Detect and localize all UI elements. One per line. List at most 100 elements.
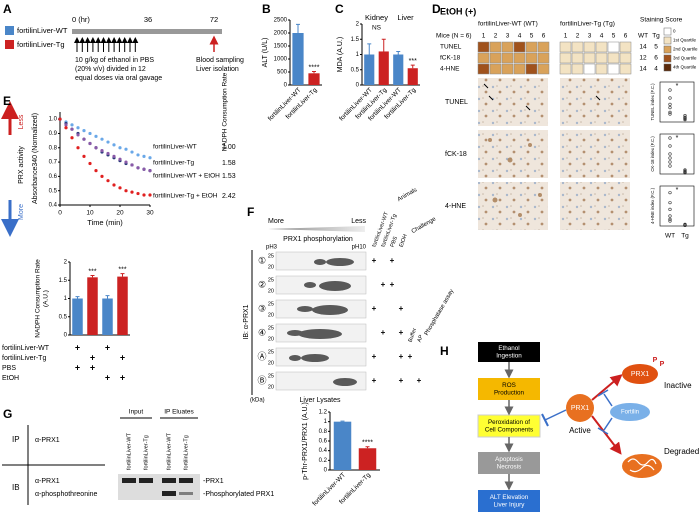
label: Mice (N = 6) bbox=[436, 33, 472, 40]
significance: *** bbox=[88, 268, 96, 275]
y-tick-label: 0.4 bbox=[49, 203, 58, 209]
score-cell bbox=[595, 52, 608, 64]
score-cell bbox=[607, 41, 620, 53]
bar bbox=[333, 421, 352, 470]
condition-mark: + bbox=[120, 372, 125, 382]
error-bar bbox=[410, 64, 415, 69]
y-axis-label: p-Thr-PRX1/PRX1 (A.U.) bbox=[302, 402, 309, 480]
flow-step: Peroxidation of bbox=[488, 419, 530, 426]
error-bar bbox=[365, 446, 370, 449]
label: 25 bbox=[268, 277, 274, 283]
plot-frame bbox=[659, 185, 695, 227]
row-label: TUNEL bbox=[440, 44, 462, 51]
lane-label: fortilinLiver-Tg bbox=[183, 435, 189, 470]
legend-label: 4th Quartile bbox=[673, 65, 697, 70]
panel-label: D bbox=[432, 2, 441, 16]
point bbox=[130, 163, 134, 167]
legend-swatch bbox=[663, 45, 672, 54]
series-label: fortilinLiver-Tg + EtOH bbox=[153, 193, 218, 200]
y-tick-label: 1500 bbox=[274, 44, 288, 50]
error-bar bbox=[367, 43, 372, 55]
label: PRX activity bbox=[18, 146, 25, 184]
point bbox=[124, 189, 128, 193]
score: 6 bbox=[654, 55, 658, 62]
significance: * bbox=[676, 187, 679, 194]
point bbox=[668, 136, 672, 140]
y-tick-label: 0.2 bbox=[319, 458, 328, 464]
condition-mark: + bbox=[399, 352, 404, 361]
label: 20 bbox=[268, 384, 274, 390]
y-axis-label: 4-HNE index (F.C.) bbox=[650, 187, 655, 224]
label: 20 bbox=[268, 336, 274, 342]
label: Staining Score bbox=[640, 17, 683, 24]
bar bbox=[358, 448, 377, 470]
plot-frame bbox=[659, 133, 695, 175]
lane-number: ① bbox=[258, 255, 266, 265]
score-cell bbox=[501, 52, 514, 64]
y-axis-label: NADPH Consumption Rate bbox=[35, 259, 42, 338]
point bbox=[94, 146, 98, 150]
flow-step: Cell Components bbox=[485, 426, 533, 433]
score: 5 bbox=[654, 44, 658, 51]
label: 20 bbox=[268, 288, 274, 294]
significance: NS bbox=[372, 25, 382, 32]
point bbox=[58, 117, 62, 121]
score-cell bbox=[583, 41, 596, 53]
label: 25 bbox=[268, 349, 274, 355]
point bbox=[668, 96, 672, 100]
label: 5 bbox=[612, 33, 616, 40]
condition-mark: + bbox=[105, 342, 110, 352]
label: 4 bbox=[518, 33, 522, 40]
point bbox=[136, 191, 140, 196]
score-cell bbox=[559, 41, 572, 53]
row-label: 4-HNE bbox=[440, 66, 460, 73]
condition-label: PBS bbox=[2, 365, 16, 372]
significance: * bbox=[676, 83, 679, 90]
score: 12 bbox=[639, 55, 647, 62]
x-tick-label: 10 bbox=[86, 210, 94, 217]
point bbox=[668, 214, 672, 218]
column-label: AP bbox=[417, 334, 425, 343]
panel-label: H bbox=[440, 344, 449, 358]
label: Liver isolation bbox=[196, 66, 239, 73]
y-axis-label: MDA (A.U.) bbox=[337, 37, 344, 72]
score-cell bbox=[595, 63, 608, 75]
lane-number: ② bbox=[258, 279, 266, 289]
label: 6 bbox=[624, 33, 628, 40]
legend-label: fortilinLiver-WT bbox=[17, 26, 68, 35]
score: 14 bbox=[639, 44, 647, 51]
label: 2 bbox=[576, 33, 580, 40]
lane-label: fortilinLiver-WT bbox=[126, 432, 132, 470]
point bbox=[76, 133, 80, 137]
label: 6 bbox=[542, 33, 546, 40]
row-label: 4-HNE bbox=[445, 203, 466, 210]
legend-label: 1st Quartile bbox=[673, 38, 697, 43]
point bbox=[668, 219, 672, 223]
group-label: Kidney bbox=[365, 13, 388, 22]
score-cell bbox=[583, 63, 596, 75]
score-cell bbox=[489, 52, 502, 64]
label: EtOH (+) bbox=[440, 6, 476, 16]
label: 3 bbox=[588, 33, 592, 40]
y-axis-label: Absorbance340 (Normalized) bbox=[32, 113, 39, 204]
panel-label: G bbox=[3, 407, 12, 421]
condition-mark: + bbox=[90, 352, 95, 362]
point bbox=[70, 123, 74, 127]
score-cell bbox=[537, 63, 550, 75]
label: PRX1 bbox=[631, 371, 649, 378]
score-cell bbox=[607, 63, 620, 75]
point bbox=[70, 136, 74, 140]
point bbox=[100, 174, 104, 178]
legend-swatch bbox=[663, 63, 672, 72]
y-tick-label: 500 bbox=[277, 70, 288, 76]
score-cell bbox=[513, 63, 526, 75]
point bbox=[668, 201, 672, 205]
point bbox=[88, 131, 92, 136]
y-tick-label: 1.5 bbox=[59, 278, 68, 284]
row-label: fCK-18 bbox=[440, 55, 461, 62]
score-cell bbox=[571, 63, 584, 75]
label: fortilinLiver-Tg (Tg) bbox=[560, 21, 615, 28]
label: 1 bbox=[564, 33, 568, 40]
label: 20 bbox=[268, 360, 274, 366]
